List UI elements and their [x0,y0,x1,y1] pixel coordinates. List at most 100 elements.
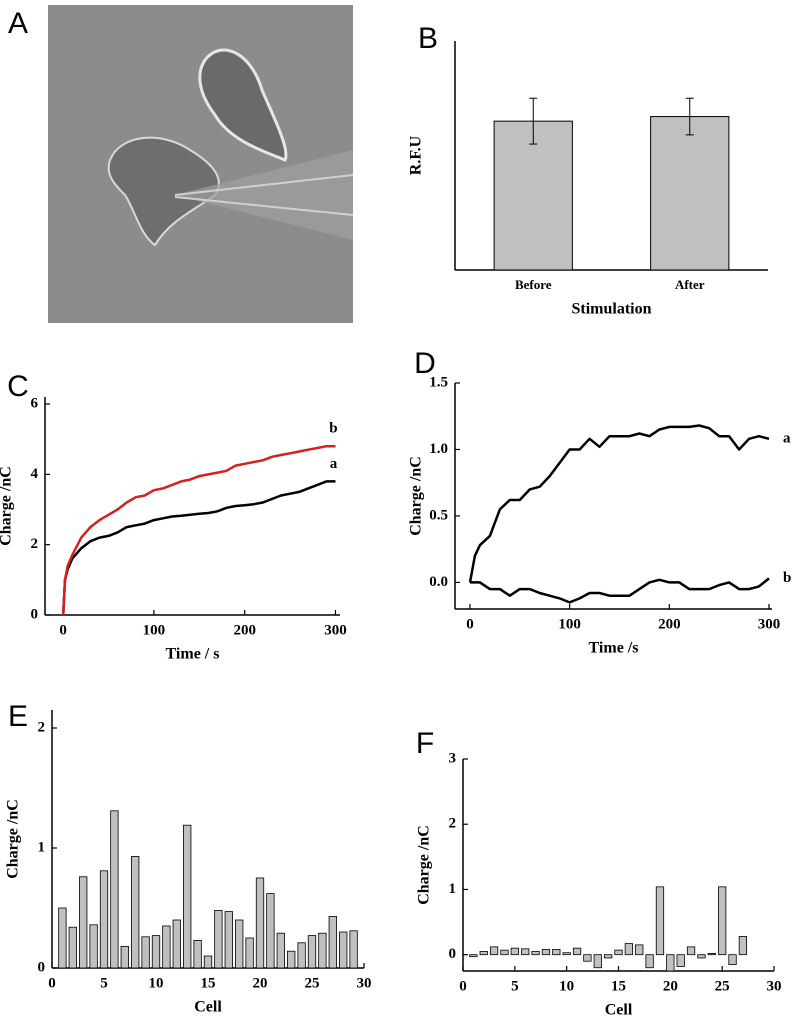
panel-label: E [8,700,28,733]
y-axis-label: Charge /nC [416,825,433,905]
x-tick-label: Before [515,277,552,292]
bar [183,824,192,969]
bar [489,946,499,956]
x-tick-label: 100 [558,616,581,632]
panel-label: F [416,727,434,760]
bar [635,944,644,956]
bar [562,952,571,956]
bar [203,955,213,969]
x-tick-label: 20 [253,975,268,991]
micrograph [48,5,354,323]
bar [676,954,685,967]
bar [255,877,265,969]
x-tick-label: 0 [59,622,67,638]
x-tick-label: 15 [201,975,216,991]
error-bar [529,97,538,145]
x-tick-label: 300 [324,622,347,638]
bar [349,930,358,969]
bar [531,951,540,956]
x-axis-label: Time / s [166,646,220,663]
x-tick-label: 15 [611,978,626,994]
series-label: b [783,570,791,586]
x-tick-label: 30 [767,978,782,994]
bar [151,935,161,969]
bar [728,954,737,965]
cell [107,136,220,247]
y-tick-label: 0 [38,959,46,975]
bar [541,949,551,956]
x-tick-label: 200 [658,616,681,632]
bar [79,876,88,969]
panel-label: C [7,370,29,403]
line [470,577,770,604]
bar [666,954,675,972]
bar [172,919,181,969]
x-tick-label: 0 [48,975,56,991]
y-tick-label: 0.0 [429,574,448,590]
y-tick-label: 1 [38,839,46,855]
x-axis-label: Cell [605,1002,633,1017]
bar [707,952,716,956]
x-tick-label: 5 [100,975,108,991]
bar [131,856,140,969]
bar [89,924,98,969]
bar [614,949,623,956]
y-tick-label: 3 [449,750,457,766]
y-axis-label: Charge /nC [5,799,22,879]
bar [58,907,67,969]
y-tick-label: 2 [38,719,46,735]
pipette [175,150,353,240]
bar [572,947,582,956]
x-axis-label: Cell [194,999,222,1016]
bar [583,954,592,962]
x-tick-label: 200 [233,622,256,638]
x-tick-label: 25 [715,978,730,994]
x-axis-label: Time /s [589,640,639,657]
bar [235,919,244,969]
bar [224,911,233,969]
y-tick-label: 0 [449,946,457,962]
bar [738,936,748,956]
bar [686,946,696,956]
line [61,444,336,616]
bar [141,936,150,969]
panel-label: D [414,347,436,380]
y-axis-label: Charge /nC [408,456,425,536]
y-tick-label: 0 [31,606,39,622]
y-tick-label: 4 [31,466,39,482]
y-axis-label: R.F.U [408,135,425,175]
x-tick-label: 300 [758,616,781,632]
error-bar [685,97,694,136]
y-tick-label: 1 [449,881,457,897]
x-tick-label: 0 [459,978,467,994]
x-tick-label: 30 [357,975,372,991]
x-tick-label: 20 [663,978,678,994]
x-tick-label: After [675,277,705,292]
bar [718,886,727,956]
bar [697,954,706,959]
bar [68,926,77,969]
bar [287,950,296,969]
bar [297,942,306,969]
x-axis-label: Stimulation [571,301,651,318]
y-axis-label: Charge /nC [0,466,15,546]
y-tick-label: 1.5 [429,374,448,390]
bar [214,910,223,969]
x-tick-label: 10 [149,975,164,991]
bar [479,951,488,956]
bar [552,949,561,956]
y-tick-label: 2 [449,816,457,832]
bar [521,948,530,956]
pipette-edge [174,196,354,216]
bar [510,947,519,956]
bar [593,954,602,969]
series-label: b [329,421,337,437]
panel-label: A [8,7,28,40]
y-tick-label: 2 [31,536,39,552]
series-label: a [330,456,338,472]
series-label: a [783,430,791,446]
bar [266,893,275,969]
line [468,424,770,583]
x-tick-label: 100 [143,622,166,638]
